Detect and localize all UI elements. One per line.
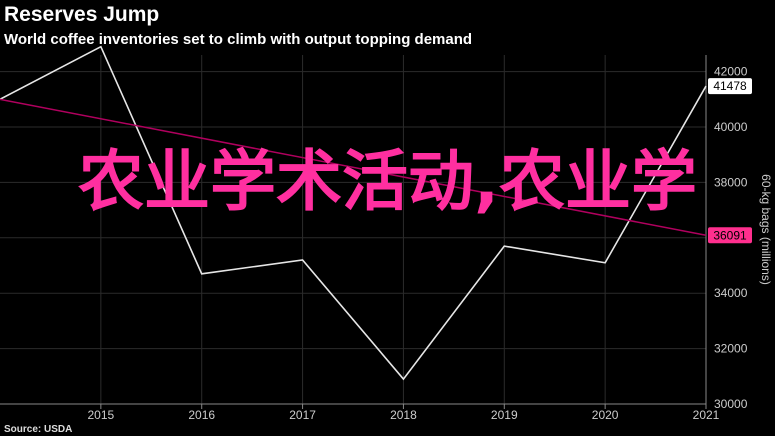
y-tick-label: 34000 (714, 286, 748, 300)
x-tick-label: 2021 (693, 408, 720, 422)
x-tick-label: 2019 (491, 408, 518, 422)
x-tick-label: 2017 (289, 408, 316, 422)
latest-value-badge (708, 78, 752, 95)
chart-subtitle: World coffee inventories set to climb wi… (4, 31, 473, 48)
source-note: Source: USDA (4, 424, 73, 435)
trend-line (0, 98, 707, 237)
x-tick-label: 2018 (390, 408, 417, 422)
y-tick-label: 40000 (714, 120, 748, 134)
trend-value-badge (708, 227, 752, 244)
x-tick-label: 2015 (88, 408, 115, 422)
series-line (0, 45, 707, 381)
x-tick-label: 2016 (188, 408, 215, 422)
y-tick-label: 32000 (714, 342, 748, 356)
chart-title: Reserves Jump (4, 3, 160, 26)
y-axis-label: 60-kg bags (millions) (759, 174, 773, 285)
y-tick-label: 30000 (714, 397, 748, 411)
y-tick-label: 38000 (714, 175, 748, 189)
y-tick-label: 42000 (714, 65, 748, 79)
latest-value-label: 41478 (713, 79, 747, 93)
trend-value-label: 36091 (713, 228, 747, 242)
x-tick-label: 2020 (592, 408, 619, 422)
